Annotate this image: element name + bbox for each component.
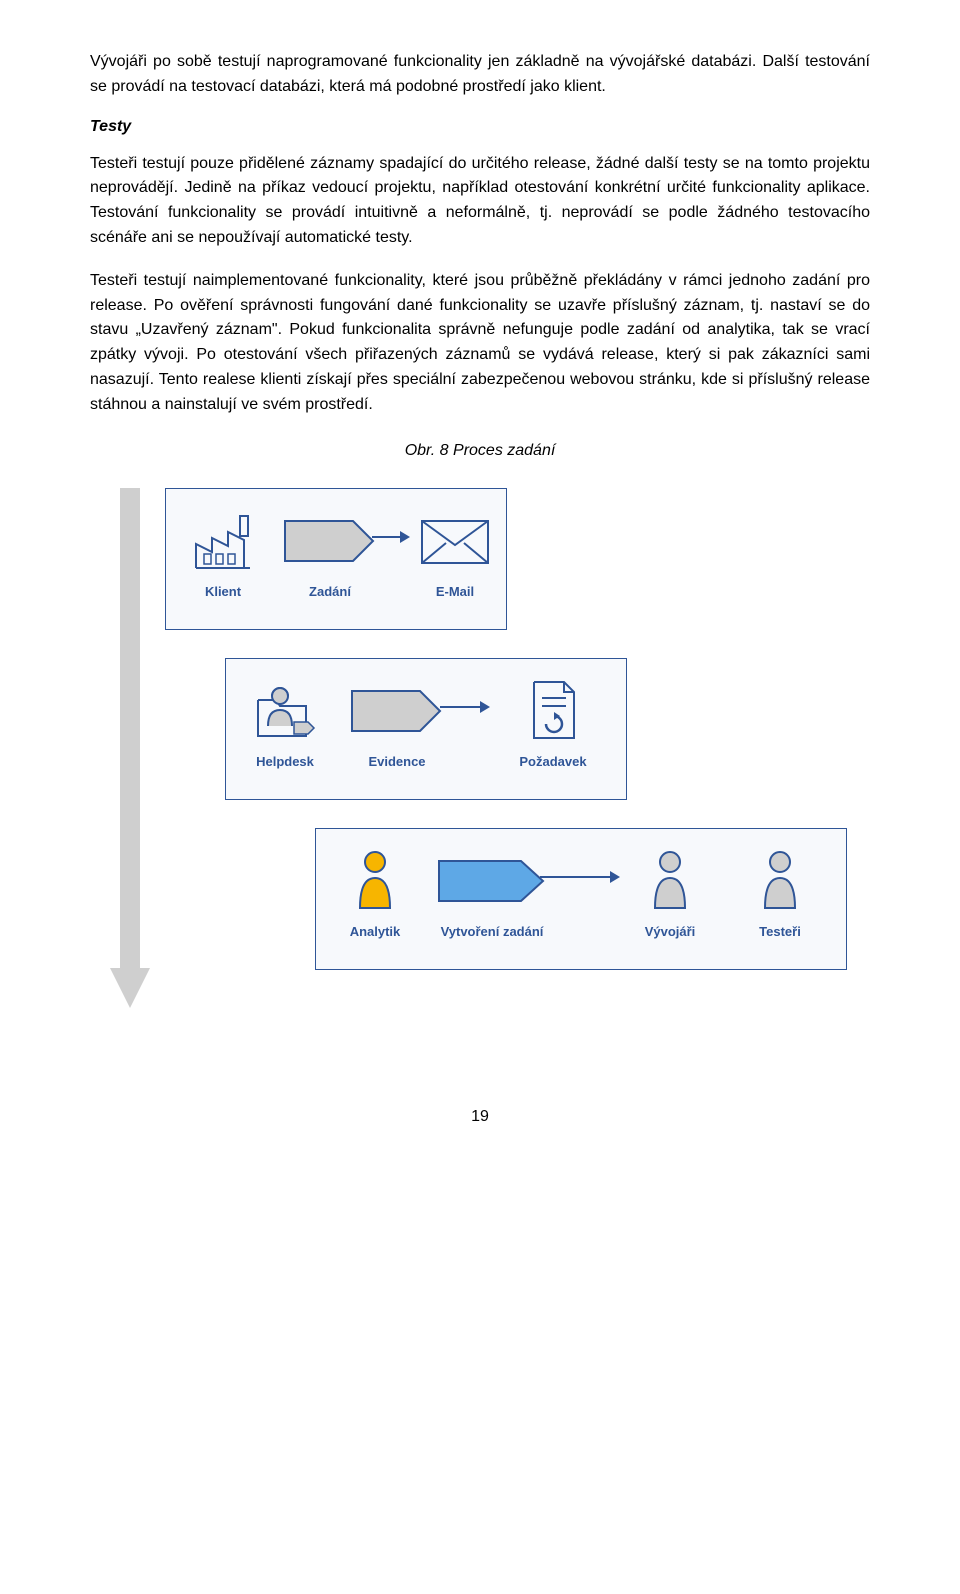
arrow-row3	[540, 868, 620, 886]
label-pozadavek: Požadavek	[488, 754, 618, 769]
arrow-row2	[440, 698, 490, 716]
node-klient: Klient	[168, 504, 278, 599]
figure-caption: Obr. 8 Proces zadání	[90, 442, 870, 460]
label-zadani: Zadání	[275, 584, 385, 599]
node-vytvoreni: Vytvoření zadání	[422, 844, 562, 939]
helpdesk-icon	[250, 678, 320, 744]
paragraph-3: Testeři testují naimplementované funkcio…	[90, 269, 870, 418]
label-klient: Klient	[168, 584, 278, 599]
person-grey-icon	[757, 848, 803, 914]
label-vyvojari: Vývojáři	[615, 924, 725, 939]
node-testeri: Testeři	[725, 844, 835, 939]
person-grey-icon	[647, 848, 693, 914]
paragraph-2: Testeři testují pouze přidělené záznamy …	[90, 152, 870, 251]
node-analytik: Analytik	[320, 844, 430, 939]
paragraph-1: Vývojáři po sobě testují naprogramované …	[90, 50, 870, 100]
node-helpdesk: Helpdesk	[230, 674, 340, 769]
node-evidence: Evidence	[342, 674, 452, 769]
label-testeri: Testeři	[725, 924, 835, 939]
heading-testy: Testy	[90, 118, 870, 136]
node-pozadavek: Požadavek	[488, 674, 618, 769]
node-vyvojari: Vývojáři	[615, 844, 725, 939]
node-email: E-Mail	[400, 504, 510, 599]
person-yellow-icon	[352, 848, 398, 914]
label-email: E-Mail	[400, 584, 510, 599]
envelope-icon	[416, 513, 494, 569]
task-shape-icon	[350, 683, 444, 739]
label-evidence: Evidence	[342, 754, 452, 769]
label-helpdesk: Helpdesk	[230, 754, 340, 769]
process-diagram: Klient Zadání	[110, 488, 850, 1038]
page-number: 19	[90, 1108, 870, 1126]
label-vytvoreni: Vytvoření zadání	[422, 924, 562, 939]
timeline-arrow-icon	[110, 488, 150, 1008]
task-shape-blue-icon	[437, 853, 547, 909]
task-shape-icon	[283, 513, 377, 569]
document-icon	[524, 678, 582, 744]
label-analytik: Analytik	[320, 924, 430, 939]
node-zadani: Zadání	[275, 504, 385, 599]
factory-icon	[190, 508, 256, 574]
